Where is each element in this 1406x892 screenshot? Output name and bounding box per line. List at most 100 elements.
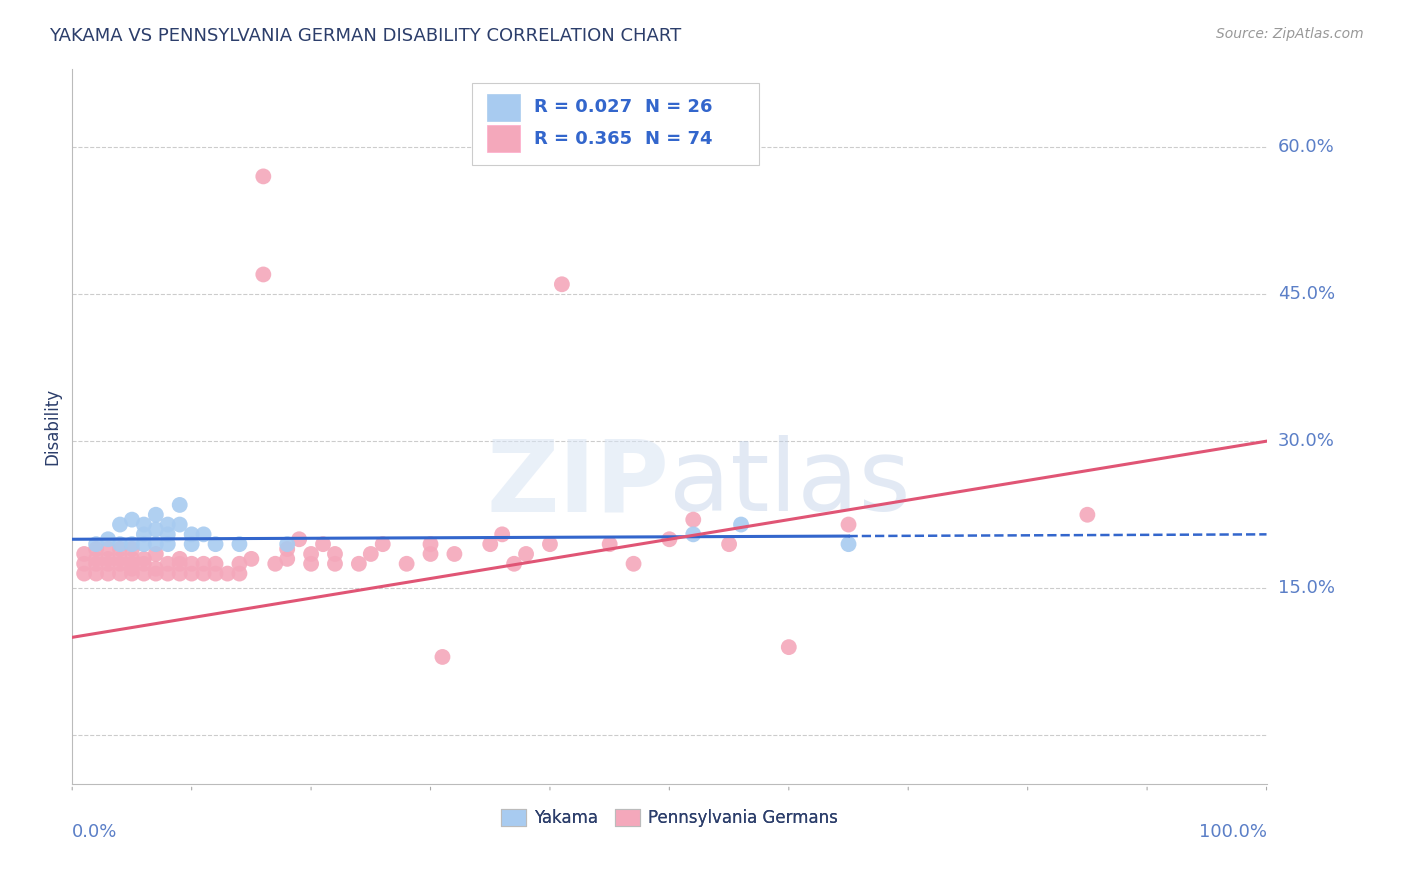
Point	[360, 547, 382, 561]
Point	[73, 557, 96, 571]
Point	[180, 557, 202, 571]
Point	[145, 508, 167, 522]
Point	[682, 527, 704, 541]
Point	[479, 537, 502, 551]
Point	[156, 566, 179, 581]
Point	[299, 557, 322, 571]
Point	[323, 557, 346, 571]
Point	[1076, 508, 1098, 522]
Point	[132, 517, 155, 532]
Text: 45.0%: 45.0%	[1278, 285, 1334, 303]
Point	[145, 537, 167, 551]
Point	[132, 566, 155, 581]
Point	[84, 537, 107, 551]
Point	[108, 517, 131, 532]
Point	[132, 557, 155, 571]
Point	[108, 542, 131, 557]
Text: 60.0%: 60.0%	[1278, 138, 1334, 156]
Point	[193, 566, 215, 581]
Point	[551, 277, 574, 292]
Text: ZIP: ZIP	[486, 435, 669, 533]
Point	[108, 566, 131, 581]
Point	[204, 566, 226, 581]
FancyBboxPatch shape	[486, 125, 520, 153]
Point	[97, 557, 120, 571]
Point	[156, 527, 179, 541]
Text: 15.0%: 15.0%	[1278, 579, 1334, 598]
Text: R = 0.027: R = 0.027	[534, 98, 633, 116]
Point	[288, 533, 311, 547]
Y-axis label: Disability: Disability	[44, 388, 60, 465]
Point	[323, 547, 346, 561]
Text: R = 0.365: R = 0.365	[534, 129, 633, 148]
Point	[145, 562, 167, 576]
Point	[84, 566, 107, 581]
Point	[73, 547, 96, 561]
Point	[145, 547, 167, 561]
Point	[108, 557, 131, 571]
Point	[778, 640, 800, 654]
Point	[145, 523, 167, 537]
Point	[84, 542, 107, 557]
Point	[169, 552, 191, 566]
Point	[276, 552, 298, 566]
Point	[419, 547, 441, 561]
Text: Source: ZipAtlas.com: Source: ZipAtlas.com	[1216, 27, 1364, 41]
Point	[97, 552, 120, 566]
Point	[180, 566, 202, 581]
Point	[204, 537, 226, 551]
Point	[121, 537, 143, 551]
Point	[276, 537, 298, 551]
Text: YAKAMA VS PENNSYLVANIA GERMAN DISABILITY CORRELATION CHART: YAKAMA VS PENNSYLVANIA GERMAN DISABILITY…	[49, 27, 682, 45]
Point	[252, 169, 274, 184]
FancyBboxPatch shape	[486, 94, 520, 120]
Point	[156, 537, 179, 551]
Legend: Yakama, Pennsylvania Germans: Yakama, Pennsylvania Germans	[494, 802, 845, 833]
Point	[180, 527, 202, 541]
Point	[217, 566, 239, 581]
Text: 0.0%: 0.0%	[72, 823, 118, 841]
Point	[432, 649, 454, 664]
Point	[395, 557, 418, 571]
Point	[503, 557, 526, 571]
Point	[121, 557, 143, 571]
FancyBboxPatch shape	[472, 83, 759, 165]
Text: atlas: atlas	[669, 435, 911, 533]
Point	[682, 513, 704, 527]
Point	[312, 537, 335, 551]
Point	[264, 557, 287, 571]
Point	[132, 537, 155, 551]
Point	[121, 562, 143, 576]
Point	[419, 537, 441, 551]
Point	[599, 537, 621, 551]
Point	[156, 517, 179, 532]
Point	[347, 557, 370, 571]
Point	[180, 537, 202, 551]
Point	[228, 537, 250, 551]
Point	[108, 537, 131, 551]
Point	[252, 268, 274, 282]
Point	[121, 552, 143, 566]
Point	[84, 552, 107, 566]
Point	[276, 542, 298, 557]
Point	[169, 498, 191, 512]
Point	[838, 517, 860, 532]
Point	[132, 552, 155, 566]
Point	[299, 547, 322, 561]
Point	[371, 537, 394, 551]
Point	[193, 557, 215, 571]
Point	[838, 537, 860, 551]
Point	[538, 537, 561, 551]
Text: 30.0%: 30.0%	[1278, 433, 1334, 450]
Point	[718, 537, 741, 551]
Point	[156, 557, 179, 571]
Point	[97, 542, 120, 557]
Point	[228, 566, 250, 581]
Point	[169, 566, 191, 581]
Point	[623, 557, 645, 571]
Point	[132, 527, 155, 541]
Point	[730, 517, 752, 532]
Text: N = 74: N = 74	[645, 129, 713, 148]
Point	[240, 552, 263, 566]
Point	[443, 547, 465, 561]
